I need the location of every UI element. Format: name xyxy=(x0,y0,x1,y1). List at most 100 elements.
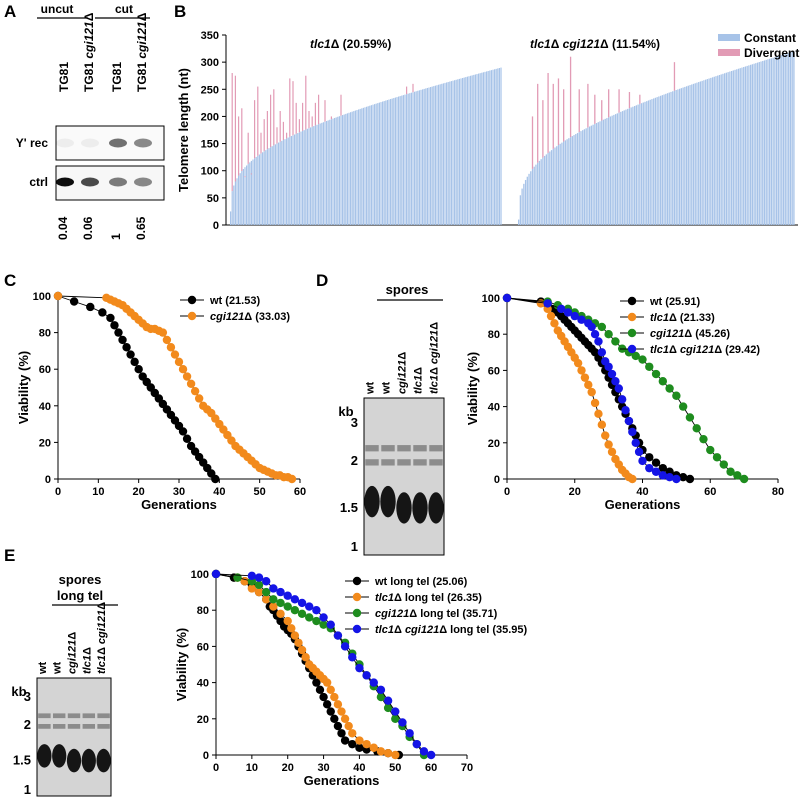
panel-e-chart: 0 20 40 60 80 100 0 10 20 30 40 50 60 70 Generations Vi… xyxy=(174,569,528,788)
bar-constant xyxy=(444,82,446,225)
bar-divergent xyxy=(247,132,249,164)
bar-constant xyxy=(701,80,703,226)
blot-band-main xyxy=(364,485,380,518)
data-point xyxy=(706,445,715,455)
bar-constant xyxy=(249,162,251,225)
text-span: Δ (21.33) xyxy=(669,312,715,324)
text-span: Δ xyxy=(394,624,405,636)
blot-band xyxy=(429,459,443,466)
bar-constant xyxy=(302,130,304,225)
bar-constant xyxy=(691,84,693,225)
bar-constant xyxy=(653,98,655,225)
data-point xyxy=(69,297,79,306)
bar-constant xyxy=(602,119,605,225)
bar-constant xyxy=(784,53,786,225)
lane-label: tlc1Δ xyxy=(413,367,425,394)
bar-constant xyxy=(557,145,560,225)
bar-constant xyxy=(338,116,340,225)
data-point xyxy=(651,467,661,476)
bar-constant xyxy=(290,136,292,225)
lane-label: wt xyxy=(365,381,377,395)
bar-constant xyxy=(460,78,462,225)
bar-constant xyxy=(286,138,288,225)
data-point xyxy=(305,613,314,622)
data-point xyxy=(297,598,307,608)
data-point xyxy=(326,685,335,695)
bar-constant xyxy=(627,108,629,225)
text-span: wt long tel (25.06) xyxy=(374,576,468,588)
blot-band xyxy=(56,177,74,187)
bar-constant xyxy=(578,132,580,225)
legend-label: cgi121Δ long tel (35.71) xyxy=(375,608,498,620)
kb-label: kb xyxy=(338,404,353,419)
bar-constant xyxy=(614,114,617,225)
y-tick-label: 250 xyxy=(201,84,219,96)
data-point xyxy=(330,692,339,702)
bar-constant xyxy=(718,74,721,225)
bar-constant xyxy=(354,110,356,225)
bar-constant xyxy=(585,128,587,225)
text-span: TG81 xyxy=(82,59,96,92)
text-span: wt xyxy=(381,381,393,395)
bar-constant xyxy=(335,117,337,225)
italic-gene-span: tlc1 xyxy=(81,655,93,674)
bar-constant xyxy=(361,108,363,225)
bar-constant xyxy=(576,133,579,225)
bar-constant xyxy=(696,82,698,225)
text-span: Δ xyxy=(81,647,93,655)
bar-constant xyxy=(623,110,625,225)
bar-divergent xyxy=(330,116,332,120)
x-tick-label: 30 xyxy=(317,762,329,774)
bar-divergent xyxy=(618,89,620,113)
data-point xyxy=(658,377,668,386)
bar-constant xyxy=(284,139,286,225)
data-point xyxy=(262,595,271,604)
bar-constant xyxy=(561,142,563,225)
bar-constant xyxy=(297,133,299,225)
text-span: wt (25.91) xyxy=(649,296,700,308)
bar-divergent xyxy=(305,75,307,130)
data-point xyxy=(110,321,119,330)
bar-constant xyxy=(760,61,762,225)
bar-divergent xyxy=(260,132,262,154)
data-point xyxy=(597,420,607,429)
text-span: TG81 xyxy=(135,59,149,92)
blot-band xyxy=(81,177,99,187)
bar-constant xyxy=(377,103,379,225)
blot-band xyxy=(97,724,110,729)
bar-constant xyxy=(632,106,634,225)
bar-constant xyxy=(442,83,444,225)
lane-label: wt xyxy=(52,661,64,675)
bar-divergent xyxy=(639,94,641,104)
y-tick-label: 200 xyxy=(201,111,219,123)
bar-constant xyxy=(423,88,425,225)
data-point xyxy=(118,335,127,345)
bar-constant xyxy=(765,59,767,226)
data-point xyxy=(269,595,278,604)
text-span: Δ (33.03) xyxy=(244,311,290,323)
bar-constant xyxy=(744,66,747,225)
y-tick-label: 40 xyxy=(39,401,51,413)
bar-constant xyxy=(689,85,691,225)
data-point xyxy=(672,391,681,400)
quant-value: 0.65 xyxy=(134,216,148,240)
blot-band xyxy=(81,138,99,148)
data-point xyxy=(340,736,350,745)
bar-constant xyxy=(462,77,464,225)
bar-constant xyxy=(521,188,523,225)
bar-constant xyxy=(486,71,488,225)
data-point xyxy=(543,299,552,308)
bar-constant xyxy=(779,55,781,226)
bar-constant xyxy=(359,108,361,225)
bar-constant xyxy=(587,127,589,225)
data-point xyxy=(611,337,620,346)
bar-constant xyxy=(523,183,525,225)
italic-gene-span: tlc1 xyxy=(650,312,669,324)
bar-constant xyxy=(647,100,650,225)
bar-divergent xyxy=(276,127,278,144)
bar-constant xyxy=(337,116,339,225)
bar-constant xyxy=(470,75,472,226)
bar-constant xyxy=(233,185,235,225)
bar-constant xyxy=(436,85,438,226)
blot-band xyxy=(381,445,395,452)
